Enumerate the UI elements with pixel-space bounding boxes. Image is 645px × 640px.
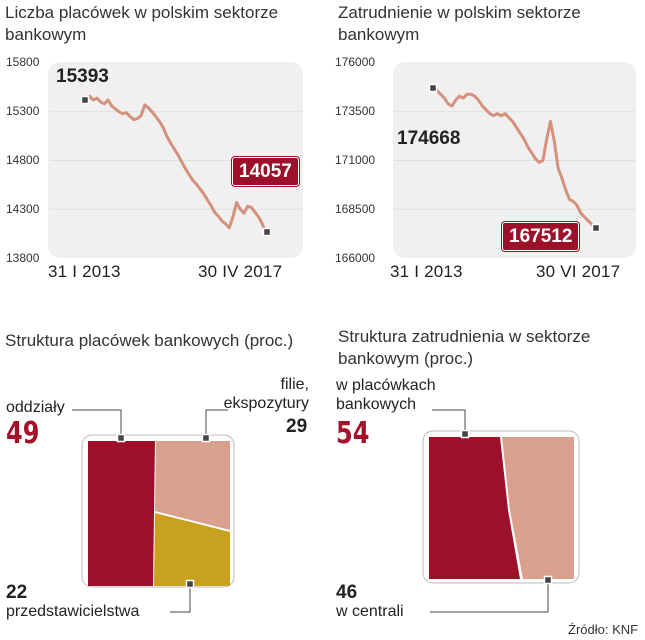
chart2-ytick: 171000 [335, 153, 376, 167]
pie2-value-centrala: 46 [336, 582, 358, 603]
pie1-leader-filie [205, 409, 228, 438]
pie2-label-placowki-line2: bankowych [336, 396, 417, 413]
pie1-label-przed: przedstawicielstwa [6, 603, 140, 620]
pie1-slice-przed [154, 513, 230, 586]
pie1-title: Struktura placówek bankowych (proc.) [5, 330, 293, 352]
chart1-end-value: 14057 [232, 157, 299, 186]
chart2-title-line2: bankowym [338, 25, 420, 44]
pie2-title-line1: Struktura zatrudnienia w sektorze [338, 327, 591, 346]
chart2-xlabel-start: 31 I 2013 [390, 262, 463, 281]
pie2-label-centrala: w centrali [336, 603, 404, 620]
chart1-ytick: 13800 [6, 251, 40, 265]
pie2-slice-placowki [429, 437, 520, 579]
chart2-ytick: 176000 [335, 55, 376, 69]
pie1-label-filie-line1: filie, [280, 376, 309, 393]
start-marker [428, 83, 438, 93]
pie1-title-line1: Struktura placówek bankowych (proc.) [5, 331, 294, 350]
pie1-leader-oddzialy [72, 409, 122, 438]
chart2-start-value: 174668 [397, 128, 461, 149]
pie1-label-filie-line2: ekspozytury [223, 395, 309, 412]
pie1-label-oddzialy: oddziały [6, 399, 65, 416]
chart1-title-line2: bankowym [5, 25, 87, 44]
source-note: Źródło: KNF [568, 622, 639, 637]
end-marker [591, 223, 601, 233]
pie1-value-oddzialy: 49 [6, 416, 40, 451]
chart2-ytick: 166000 [335, 251, 376, 265]
pie1-label-filie: filie, ekspozytury [209, 375, 309, 413]
series-line [84, 94, 268, 235]
pie2-title-line2: bankowym (proc.) [338, 349, 474, 368]
chart1-ytick: 14300 [6, 202, 40, 216]
chart2-title: Zatrudnienie w polskim sektorze bankowym [338, 2, 581, 46]
pie2-slice-centrala [502, 437, 574, 579]
pie1-marker-filie [201, 433, 211, 443]
pie2-marker-placowki [460, 429, 470, 439]
chart1-title: Liczba placówek w polskim sektorze banko… [5, 2, 278, 46]
chart1-ytick: 15300 [6, 104, 40, 118]
pie2-value-placowki: 54 [336, 416, 370, 451]
pie2-leader-centrala [430, 580, 549, 613]
start-marker [80, 95, 90, 105]
chart1-xlabel-end: 30 IV 2017 [198, 262, 283, 281]
pie1-value-filie: 29 [286, 416, 308, 437]
chart1-title-line1: Liczba placówek w polskim sektorze [5, 3, 279, 22]
chart2-xlabel-end: 30 VI 2017 [536, 262, 621, 281]
chart1-ytick: 14800 [6, 153, 40, 167]
pie1-slice-filie [155, 441, 230, 530]
chart2-ytick: 173500 [335, 104, 376, 118]
chart2-end-value: 167512 [502, 222, 580, 251]
end-marker [262, 227, 272, 237]
pie1-marker-oddzialy [116, 433, 126, 443]
series-line [431, 87, 598, 230]
pie2-label-placowki-line1: w placówkach [336, 377, 436, 394]
pie2-title: Struktura zatrudnienia w sektorze bankow… [338, 326, 590, 370]
chart1-xlabel-start: 31 I 2013 [48, 262, 121, 281]
chart1-start-value: 15393 [56, 66, 109, 87]
pie1-leader-przed [170, 584, 191, 613]
pie2-label-placowki: w placówkach bankowych [336, 376, 436, 414]
chart1-ytick: 15800 [6, 55, 40, 69]
pie2-leader-placowki [432, 409, 466, 434]
pie2-marker-centrala [543, 575, 553, 585]
chart2-title-line1: Zatrudnienie w polskim sektorze [338, 3, 581, 22]
chart2-ytick: 168500 [335, 202, 376, 216]
pie1-slice-oddzialy [88, 441, 155, 586]
pie1-marker-przed [185, 579, 195, 589]
pie1-value-przed: 22 [6, 582, 28, 603]
